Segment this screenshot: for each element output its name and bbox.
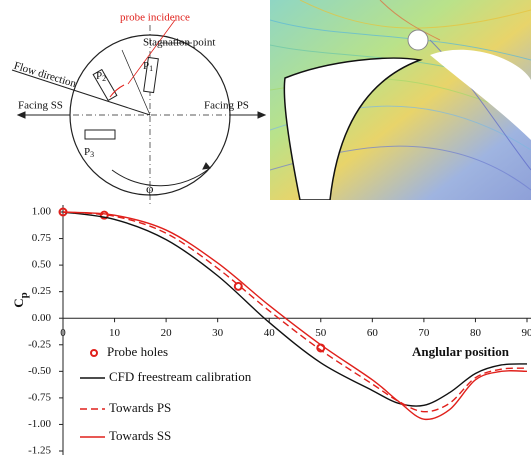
legend-label: Towards PS bbox=[109, 400, 171, 415]
chart: 1.00 0.75 0.50 0.25 0.00 -0.25 -0.50 -0.75 -1.00… bbox=[28, 205, 531, 457]
x-tick-label: 40 bbox=[264, 327, 276, 339]
annotation: Facing SS bbox=[18, 100, 63, 112]
y-tick-label: 0.75 bbox=[32, 232, 52, 244]
series-line bbox=[62, 211, 528, 413]
y-axis-label: Cp bbox=[11, 292, 30, 308]
x-tick-label: 60 bbox=[367, 327, 379, 339]
annotation: Flow direction bbox=[12, 60, 78, 90]
probe-label: P3 bbox=[84, 146, 94, 159]
annotation: Facing PS bbox=[204, 100, 249, 112]
annotation: Stagnation point bbox=[143, 37, 215, 49]
x-axis-label: Anglular position bbox=[412, 344, 510, 359]
angle-symbol: φ bbox=[146, 181, 154, 196]
legend-marker bbox=[90, 349, 98, 357]
y-tick-label: -1.00 bbox=[28, 418, 51, 430]
x-tick-label: 0 bbox=[60, 327, 66, 339]
x-tick-label: 80 bbox=[470, 327, 482, 339]
y-tick-label: -0.25 bbox=[28, 338, 51, 350]
legend-label: CFD freestream calibration bbox=[109, 369, 252, 384]
x-tick-label: 10 bbox=[109, 327, 121, 339]
x-tick-label: 50 bbox=[315, 327, 327, 339]
probe-diagram bbox=[11, 19, 267, 205]
y-tick-label: -0.50 bbox=[28, 365, 51, 377]
x-tick-label: 20 bbox=[161, 327, 173, 339]
probe-label: P1 bbox=[143, 60, 153, 73]
x-tick-label: 30 bbox=[212, 327, 224, 339]
y-tick-label: 0.25 bbox=[32, 285, 52, 297]
y-tick-label: 0.50 bbox=[32, 259, 52, 271]
y-tick-label: -0.75 bbox=[28, 391, 51, 403]
probe-label: P2 bbox=[96, 70, 106, 83]
legend-label: Towards SS bbox=[109, 428, 171, 443]
y-tick-label: 1.00 bbox=[32, 206, 52, 218]
annotation: probe incidence bbox=[120, 12, 190, 24]
streamline-image bbox=[270, 0, 531, 200]
series-line bbox=[62, 211, 528, 407]
y-tick-label: -1.25 bbox=[28, 445, 51, 457]
y-tick-label: 0.00 bbox=[32, 312, 52, 324]
marker bbox=[233, 281, 243, 291]
series-line bbox=[62, 211, 528, 421]
legend-label: Probe holes bbox=[107, 344, 168, 359]
x-tick-label: 90 bbox=[522, 327, 531, 339]
x-tick-label: 70 bbox=[418, 327, 430, 339]
